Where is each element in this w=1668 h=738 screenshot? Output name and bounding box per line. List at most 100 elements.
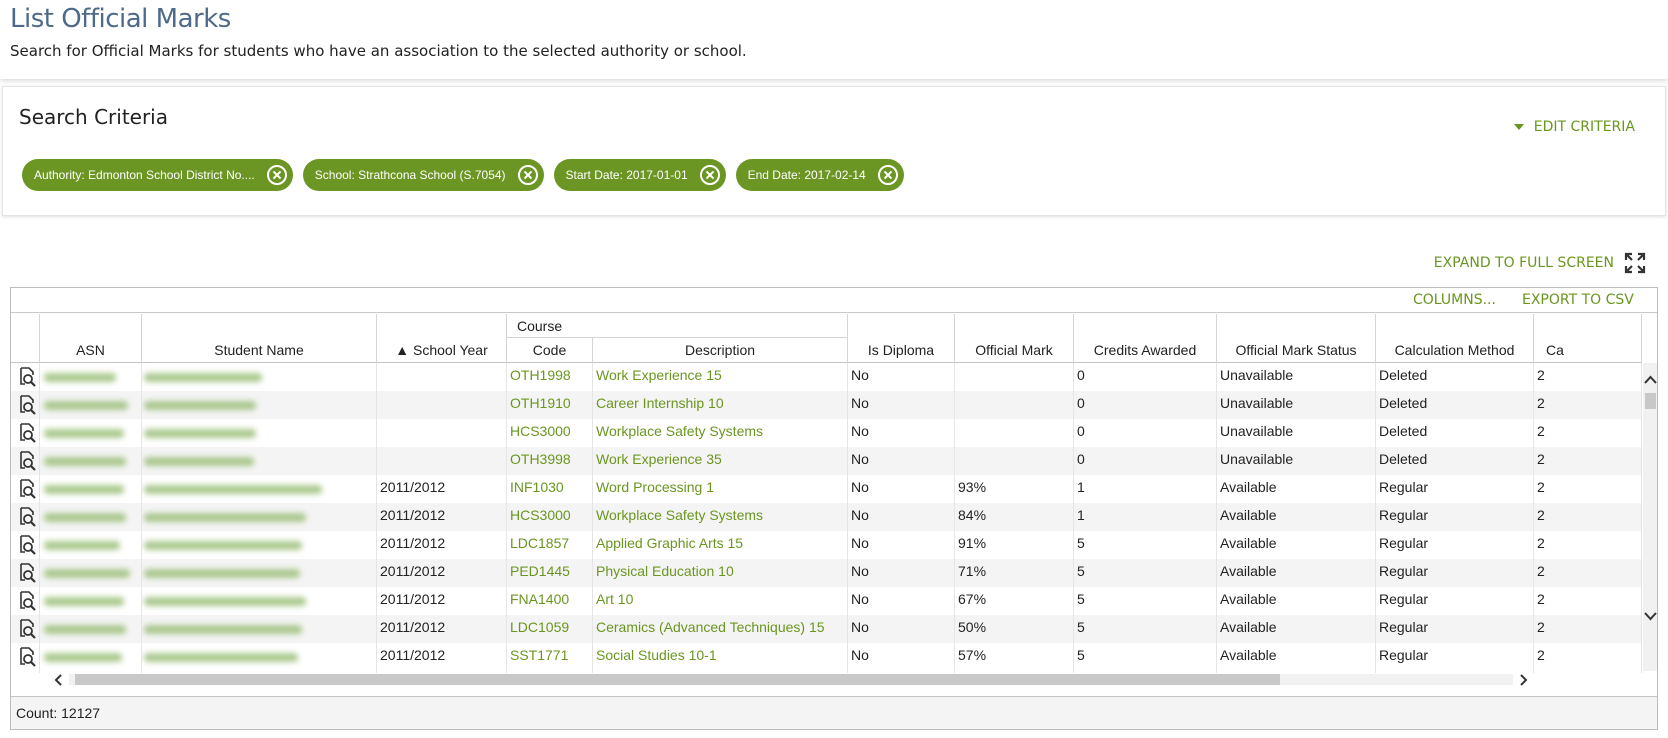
scrollbar-thumb[interactable] xyxy=(75,674,1280,685)
view-details-icon[interactable] xyxy=(18,507,36,527)
cell-calculation-method: Deleted xyxy=(1376,391,1534,421)
cell-is-diploma: No xyxy=(848,615,955,645)
header-official-mark-status[interactable]: Official Mark Status xyxy=(1217,314,1376,363)
cell-next-column: 2 xyxy=(1534,391,1642,421)
cell-course-code[interactable]: OTH1998 xyxy=(507,363,593,393)
header-school-year[interactable]: ▲ School Year xyxy=(377,314,507,363)
cell-course-code[interactable]: SST1771 xyxy=(507,643,593,673)
cell-course-description[interactable]: Career Internship 10 xyxy=(593,391,848,421)
redacted-student-name xyxy=(144,541,302,550)
header-credits-awarded[interactable]: Credits Awarded xyxy=(1074,314,1217,363)
table-row[interactable]: 2011/2012 HCS3000 Workplace Safety Systems… xyxy=(11,503,1642,533)
cell-credits-awarded: 0 xyxy=(1074,419,1217,449)
remove-chip-icon[interactable] xyxy=(517,165,538,185)
table-row[interactable]: HCS3000 Workplace Safety Systems No 0 Unavai… xyxy=(11,419,1642,449)
redacted-asn xyxy=(44,373,116,382)
cell-course-code[interactable]: HCS3000 xyxy=(507,419,593,449)
view-details-icon[interactable] xyxy=(18,395,36,415)
cell-next-column: 2 xyxy=(1534,419,1642,449)
table-row[interactable]: OTH1998 Work Experience 15 No 0 Unavailable D… xyxy=(11,363,1642,393)
cell-course-code[interactable]: LDC1857 xyxy=(507,531,593,561)
cell-credits-awarded: 1 xyxy=(1074,475,1217,505)
header-student-name[interactable]: Student Name xyxy=(142,314,377,363)
view-details-icon[interactable] xyxy=(18,535,36,555)
cell-course-description[interactable]: Applied Graphic Arts 15 xyxy=(593,531,848,561)
cell-course-description[interactable]: Physical Education 10 xyxy=(593,559,848,589)
grid-body: ASN Student Name ▲ School Year Course Co… xyxy=(11,314,1642,697)
view-details-icon[interactable] xyxy=(18,591,36,611)
table-row[interactable]: 2011/2012 INF1030 Word Processing 1 No 93% 1 A… xyxy=(11,475,1642,505)
header-asn[interactable]: ASN xyxy=(40,314,142,363)
cell-school-year: 2011/2012 xyxy=(377,559,507,589)
table-row[interactable]: 2011/2012 SST1771 Social Studies 10-1 No 57%… xyxy=(11,643,1642,673)
scroll-left-icon[interactable] xyxy=(53,674,65,686)
cell-school-year: 2011/2012 xyxy=(377,643,507,673)
cell-course-code[interactable]: OTH3998 xyxy=(507,447,593,477)
cell-course-description[interactable]: Workplace Safety Systems xyxy=(593,503,848,533)
cell-is-diploma: No xyxy=(848,419,955,449)
cell-course-code[interactable]: LDC1059 xyxy=(507,615,593,645)
edit-criteria-button[interactable]: EDIT CRITERIA xyxy=(1513,119,1635,135)
cell-course-description[interactable]: Social Studies 10-1 xyxy=(593,643,848,673)
header-calculation-method[interactable]: Calculation Method xyxy=(1376,314,1534,363)
view-details-icon[interactable] xyxy=(18,647,36,667)
scrollbar-thumb[interactable] xyxy=(1645,393,1656,409)
scroll-up-icon[interactable] xyxy=(1644,375,1657,385)
table-row[interactable]: OTH1910 Career Internship 10 No 0 Unavailabl… xyxy=(11,391,1642,421)
cell-course-code[interactable]: HCS3000 xyxy=(507,503,593,533)
cell-is-diploma: No xyxy=(848,447,955,477)
cell-official-mark xyxy=(955,391,1074,421)
cell-student-name xyxy=(142,531,377,561)
cell-course-description[interactable]: Work Experience 35 xyxy=(593,447,848,477)
header-next-column[interactable]: Ca xyxy=(1534,314,1642,363)
table-row[interactable]: OTH3998 Work Experience 35 No 0 Unavailable D… xyxy=(11,447,1642,477)
cell-course-description[interactable]: Ceramics (Advanced Techniques) 15 xyxy=(593,615,848,645)
view-details-icon[interactable] xyxy=(18,451,36,471)
header-code[interactable]: Code xyxy=(507,338,593,363)
cell-course-code[interactable]: FNA1400 xyxy=(507,587,593,617)
columns-button[interactable]: COLUMNS... xyxy=(1413,292,1496,308)
export-csv-button[interactable]: EXPORT TO CSV xyxy=(1522,292,1634,308)
cell-next-column: 2 xyxy=(1534,475,1642,505)
redacted-student-name xyxy=(144,373,262,382)
cell-course-code[interactable]: PED1445 xyxy=(507,559,593,589)
cell-official-mark: 84% xyxy=(955,503,1074,533)
scroll-right-icon[interactable] xyxy=(1517,674,1529,686)
table-row[interactable]: 2011/2012 LDC1059 Ceramics (Advanced Techn… xyxy=(11,615,1642,645)
header-official-mark[interactable]: Official Mark xyxy=(955,314,1074,363)
cell-course-description[interactable]: Work Experience 15 xyxy=(593,363,848,393)
view-details-icon[interactable] xyxy=(18,563,36,583)
cell-school-year: 2011/2012 xyxy=(377,615,507,645)
cell-next-column: 2 xyxy=(1534,559,1642,589)
remove-chip-icon[interactable] xyxy=(699,165,720,185)
cell-official-mark: 71% xyxy=(955,559,1074,589)
cell-calculation-method: Regular xyxy=(1376,503,1534,533)
chip-label: School: Strathcona School (S.7054) xyxy=(314,168,506,182)
cell-official-mark xyxy=(955,419,1074,449)
table-row[interactable]: 2011/2012 PED1445 Physical Education 10 No 7… xyxy=(11,559,1642,589)
view-details-icon[interactable] xyxy=(18,423,36,443)
expand-full-screen-button[interactable]: EXPAND TO FULL SCREEN xyxy=(1434,252,1646,274)
cell-official-mark-status: Available xyxy=(1217,503,1376,533)
cell-credits-awarded: 0 xyxy=(1074,391,1217,421)
cell-course-description[interactable]: Art 10 xyxy=(593,587,848,617)
table-row[interactable]: 2011/2012 LDC1857 Applied Graphic Arts 15 N… xyxy=(11,531,1642,561)
remove-chip-icon[interactable] xyxy=(266,165,287,185)
remove-chip-icon[interactable] xyxy=(877,165,898,185)
cell-course-description[interactable]: Workplace Safety Systems xyxy=(593,419,848,449)
horizontal-scrollbar[interactable] xyxy=(51,672,1531,686)
view-details-icon[interactable] xyxy=(18,479,36,499)
header-description[interactable]: Description xyxy=(593,338,848,363)
vertical-scrollbar[interactable] xyxy=(1643,363,1657,671)
view-details-icon[interactable] xyxy=(18,619,36,639)
cell-student-name xyxy=(142,587,377,617)
cell-official-mark: 50% xyxy=(955,615,1074,645)
scroll-down-icon[interactable] xyxy=(1644,611,1657,621)
view-details-icon[interactable] xyxy=(18,367,36,387)
header-is-diploma[interactable]: Is Diploma xyxy=(848,314,955,363)
table-row[interactable]: 2011/2012 FNA1400 Art 10 No 67% 5 Available Reg… xyxy=(11,587,1642,617)
cell-action xyxy=(11,615,40,645)
cell-course-description[interactable]: Word Processing 1 xyxy=(593,475,848,505)
cell-course-code[interactable]: OTH1910 xyxy=(507,391,593,421)
cell-course-code[interactable]: INF1030 xyxy=(507,475,593,505)
